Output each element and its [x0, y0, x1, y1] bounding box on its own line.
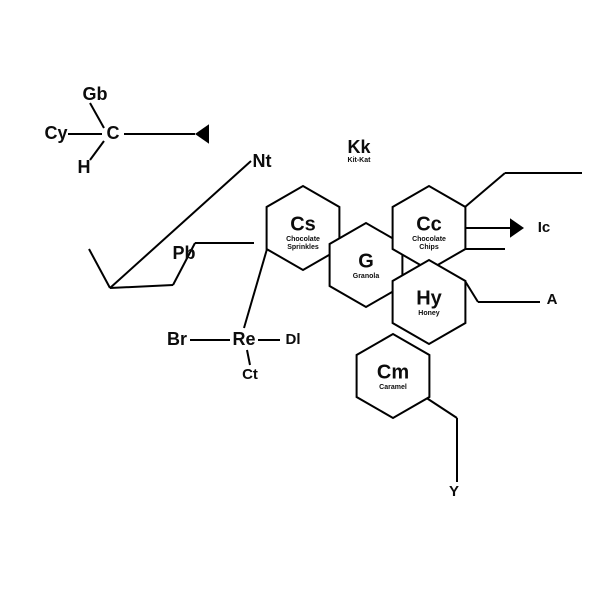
atom-label: Kk: [347, 137, 371, 157]
atom-br: Br: [167, 329, 187, 349]
atom-label: Cy: [44, 123, 67, 143]
hexagon-sublabel: Chips: [419, 244, 439, 251]
molecular-diagram: CsChocolateSprinklesGGranolaCcChocolateC…: [0, 0, 612, 612]
atom-label: Y: [449, 483, 459, 500]
atom-a: A: [547, 291, 558, 308]
atom-dl: Dl: [286, 331, 301, 348]
atom-label: H: [78, 157, 91, 177]
hexagon-symbol: G: [358, 250, 374, 272]
hexagon-sublabel: Sprinkles: [287, 244, 319, 251]
atom-label: Br: [167, 329, 187, 349]
atom-label: Ic: [538, 219, 551, 236]
hexagon-symbol: Cs: [290, 213, 316, 235]
atom-label: A: [547, 291, 558, 308]
hexagon-sublabel: Honey: [418, 310, 440, 317]
atom-label: Pb: [172, 243, 195, 263]
atom-kk: KkKit-Kat: [347, 137, 371, 164]
atom-label: Re: [232, 329, 255, 349]
atom-h: H: [78, 157, 91, 177]
atom-label: Dl: [286, 331, 301, 348]
atom-label: Nt: [253, 151, 272, 171]
atom-ct: Ct: [242, 366, 258, 383]
atom-sublabel: Kit-Kat: [348, 157, 372, 164]
hexagon-symbol: Cc: [416, 213, 442, 235]
hexagon-symbol: Cm: [377, 361, 409, 383]
atom-y: Y: [449, 483, 459, 500]
hexagon-sublabel: Chocolate: [286, 236, 320, 243]
atom-label: Ct: [242, 366, 258, 383]
atom-label: C: [107, 123, 120, 143]
atom-nt: Nt: [253, 151, 272, 171]
atom-c: C: [107, 123, 120, 143]
hexagon-sublabel: Caramel: [379, 384, 407, 391]
hexagon-sublabel: Chocolate: [412, 236, 446, 243]
hexagon-sublabel: Granola: [353, 273, 380, 280]
atom-ic: Ic: [538, 219, 551, 236]
atom-gb: Gb: [83, 84, 108, 104]
atom-re: Re: [232, 329, 255, 349]
atom-cy: Cy: [44, 123, 67, 143]
hexagon-symbol: Hy: [416, 287, 442, 309]
atom-label: Gb: [83, 84, 108, 104]
atom-pb: Pb: [172, 243, 195, 263]
